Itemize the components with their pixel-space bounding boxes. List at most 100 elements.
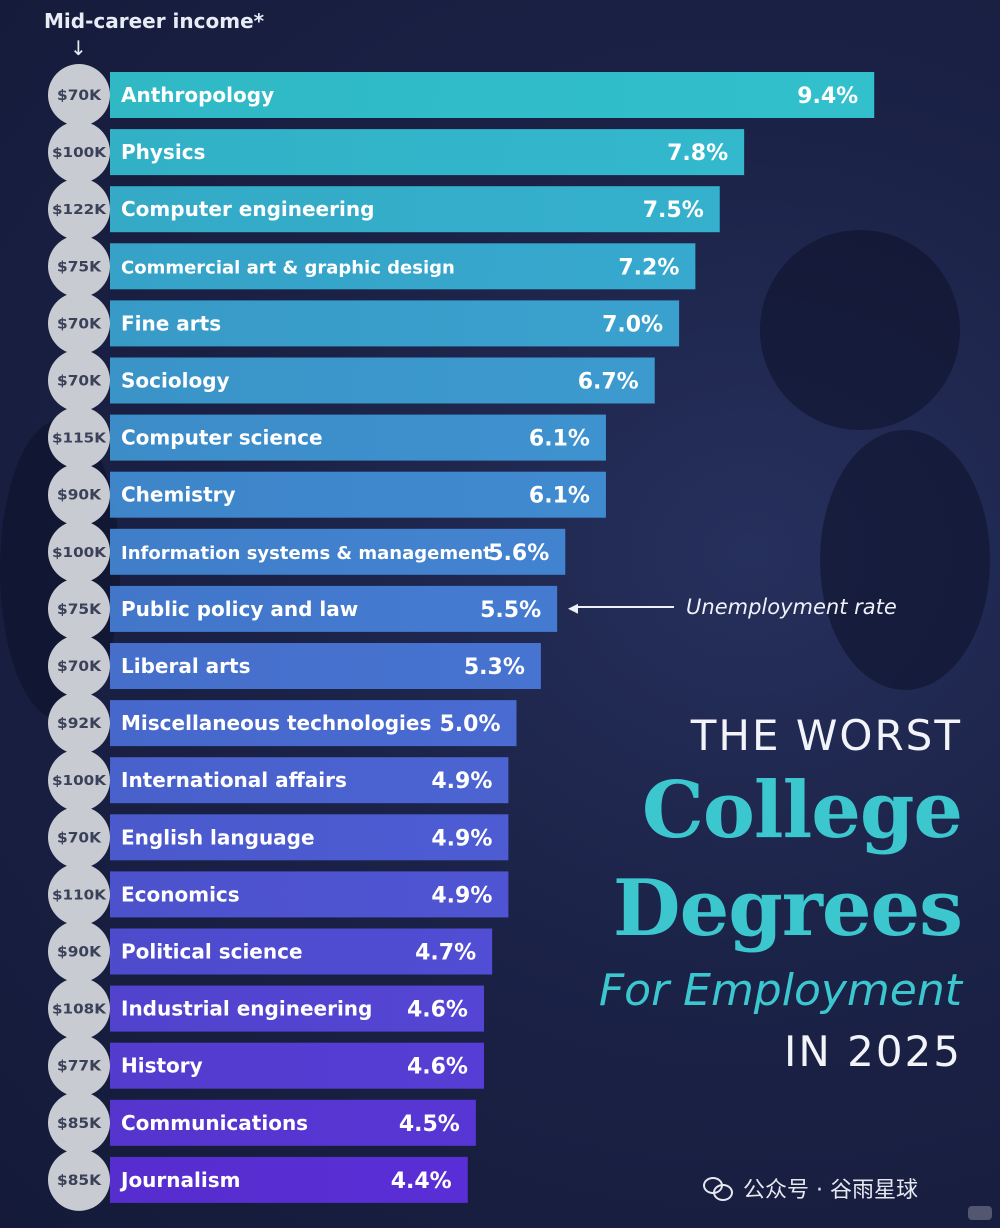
category-label: Miscellaneous technologies [121, 711, 431, 735]
income-circle [48, 1091, 110, 1154]
title-line-4: For Employment [598, 965, 962, 1016]
annotation-line [574, 606, 675, 608]
value-label: 7.8% [667, 141, 728, 166]
title-line-3: Degrees [612, 863, 963, 954]
income-legend-label: Mid-career income* [44, 9, 265, 33]
income-circle [48, 635, 110, 697]
category-label: Information systems & management [121, 543, 492, 564]
value-label: 7.5% [643, 198, 704, 223]
value-label: 6.1% [529, 427, 590, 452]
bar-7 [110, 471, 606, 518]
income-label: $100K [52, 546, 107, 561]
value-label: 7.0% [602, 312, 663, 337]
wechat-icon [703, 1175, 733, 1201]
value-label: 5.0% [439, 712, 500, 737]
bar-14 [110, 871, 509, 918]
income-label: $122K [52, 203, 107, 218]
category-label: Sociology [121, 369, 230, 393]
income-label: $70K [57, 374, 102, 390]
bar-4 [110, 300, 680, 347]
value-label: 4.5% [399, 1112, 460, 1137]
income-label: $70K [57, 88, 102, 104]
income-circle [48, 520, 110, 583]
income-circle [48, 749, 110, 812]
value-label: 7.2% [618, 255, 679, 280]
value-label: 4.6% [407, 998, 468, 1023]
value-label: 9.4% [797, 84, 858, 109]
title-line-1: THE WORST [690, 711, 962, 760]
value-label: 4.9% [431, 769, 492, 794]
bar-6 [110, 414, 606, 461]
income-label: $108K [52, 1003, 107, 1018]
income-circle [48, 235, 110, 298]
bar-10 [110, 643, 541, 689]
bar-11 [110, 700, 517, 747]
income-label: $70K [57, 316, 102, 332]
category-label: Economics [121, 882, 240, 906]
bar-2 [110, 186, 720, 233]
income-label: $100K [52, 146, 107, 161]
corner-badge [968, 1206, 992, 1220]
left-arrow-icon: ◂ [568, 595, 579, 619]
value-label: 4.7% [415, 941, 476, 966]
income-circle [48, 349, 110, 412]
income-label: $90K [57, 945, 102, 961]
category-label: Liberal arts [121, 654, 250, 678]
bar-5 [110, 357, 655, 404]
bar-17 [110, 1042, 484, 1089]
category-label: Computer science [121, 426, 323, 450]
value-label: 5.6% [488, 541, 549, 566]
category-label: Industrial engineering [121, 997, 372, 1021]
watermark: 公众号 · 谷雨星球 [703, 1172, 918, 1204]
income-label: $85K [57, 1173, 102, 1189]
value-label: 5.3% [464, 655, 525, 680]
bar-13 [110, 814, 509, 861]
category-label: Communications [121, 1111, 308, 1135]
income-circle [48, 64, 110, 126]
bar-9 [110, 585, 558, 632]
watermark-text: 公众号 · 谷雨星球 [743, 1178, 918, 1203]
income-label: $70K [57, 659, 102, 675]
value-label: 6.1% [529, 484, 590, 509]
title-block: THE WORST College Degrees For Employment… [598, 710, 963, 1080]
category-label: Political science [121, 940, 303, 964]
category-label: Commercial art & graphic design [121, 257, 455, 278]
income-circle [48, 692, 110, 755]
income-circle [48, 292, 110, 355]
income-circle [48, 1034, 110, 1097]
income-circle [48, 920, 110, 983]
income-circle [48, 178, 110, 241]
value-label: 4.6% [407, 1055, 468, 1080]
background-silhouette [760, 230, 960, 430]
down-arrow-icon: ↓ [70, 36, 87, 60]
income-circle [48, 977, 110, 1040]
income-label: $75K [57, 602, 102, 618]
unemployment-rate-annotation: ◂ Unemployment rate [568, 595, 897, 619]
title-line-5: IN 2025 [783, 1027, 962, 1076]
bar-8 [110, 528, 566, 575]
bar-0 [110, 72, 875, 118]
income-label: $70K [57, 830, 102, 846]
bar-3 [110, 243, 696, 290]
income-label: $77K [57, 1059, 102, 1075]
income-circle [48, 577, 110, 640]
category-label: History [121, 1054, 203, 1078]
value-label: 4.4% [391, 1169, 452, 1194]
income-label: $90K [57, 488, 102, 504]
income-circle [48, 406, 110, 469]
income-label: $92K [57, 716, 102, 732]
category-label: Anthropology [121, 83, 274, 107]
income-circle [48, 121, 110, 184]
bar-19 [110, 1156, 468, 1203]
bar-18 [110, 1099, 476, 1146]
bar-1 [110, 129, 745, 176]
category-label: English language [121, 825, 315, 849]
bar-16 [110, 985, 484, 1032]
category-label: International affairs [121, 768, 347, 792]
income-circle [48, 463, 110, 526]
income-circle [48, 863, 110, 926]
category-label: Journalism [119, 1168, 240, 1192]
category-label: Computer engineering [121, 197, 374, 221]
bar-15 [110, 928, 493, 975]
income-label: $110K [52, 888, 107, 903]
